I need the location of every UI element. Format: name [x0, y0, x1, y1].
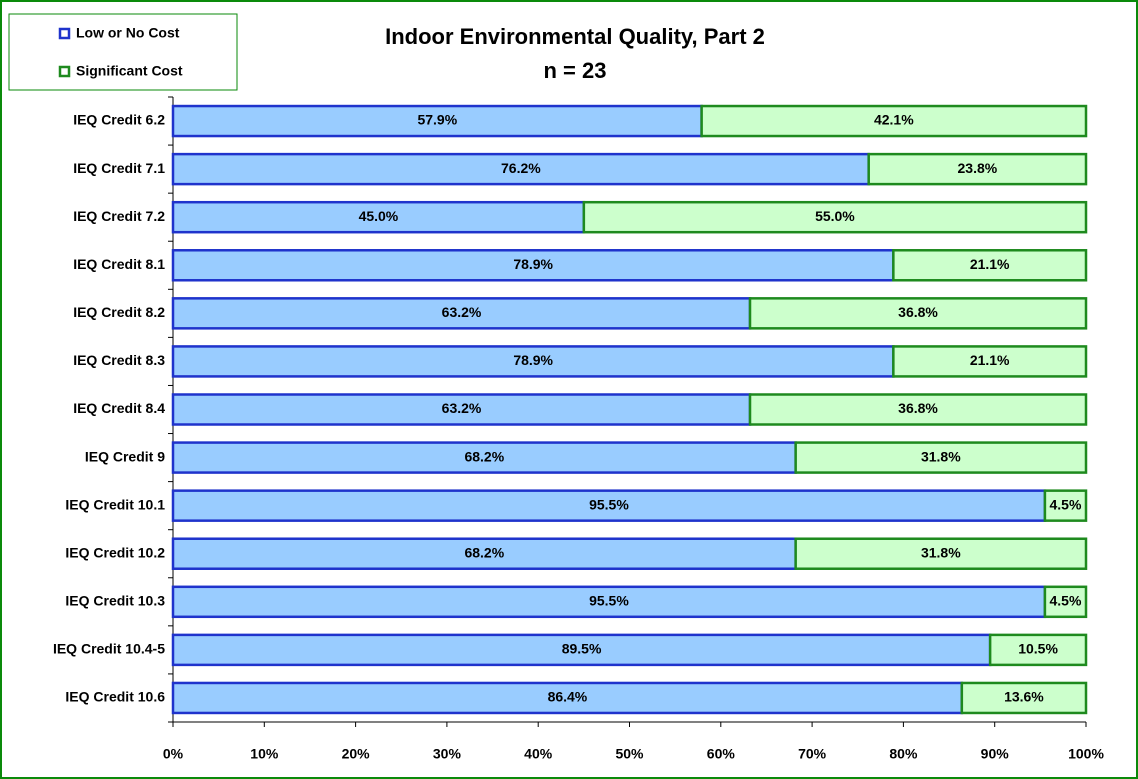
bar-segment: [1043, 585, 1088, 619]
value-label: 21.1%: [970, 256, 1010, 272]
value-label: 78.9%: [513, 352, 553, 368]
value-label: 31.8%: [921, 448, 961, 464]
value-label: 42.1%: [874, 112, 914, 128]
x-tick-label: 0%: [163, 746, 184, 762]
chart-subtitle: n = 23: [544, 58, 607, 83]
y-tick-label: IEQ Credit 8.2: [73, 304, 165, 320]
value-label: 10.5%: [1018, 641, 1058, 657]
bar-segment: [892, 249, 1088, 282]
x-tick-label: 100%: [1068, 746, 1104, 762]
x-tick-label: 90%: [981, 746, 1010, 762]
legend-box: [8, 13, 238, 91]
value-label: 21.1%: [970, 352, 1010, 368]
value-label: 95.5%: [589, 593, 629, 609]
value-label: 55.0%: [815, 208, 855, 224]
value-label: 23.8%: [958, 160, 998, 176]
value-label: 4.5%: [1049, 496, 1081, 512]
value-label: 36.8%: [898, 400, 938, 416]
bar-segment: [867, 152, 1088, 186]
x-tick-label: 70%: [798, 746, 827, 762]
x-tick-label: 20%: [342, 746, 371, 762]
x-tick-label: 60%: [707, 746, 736, 762]
value-label: 13.6%: [1004, 689, 1044, 705]
y-tick-label: IEQ Credit 10.4-5: [53, 641, 165, 657]
y-tick-label: IEQ Credit 8.3: [73, 352, 165, 368]
legend-swatch: [58, 27, 71, 40]
bar-segment: [960, 681, 1088, 715]
bar-segment: [748, 393, 1088, 426]
value-label: 4.5%: [1049, 593, 1081, 609]
bar-segment: [171, 104, 703, 138]
chart-title: Indoor Environmental Quality, Part 2: [385, 24, 765, 49]
value-label: 63.2%: [442, 304, 482, 320]
value-label: 45.0%: [359, 208, 399, 224]
value-label: 78.9%: [513, 256, 553, 272]
value-label: 36.8%: [898, 304, 938, 320]
value-label: 63.2%: [442, 400, 482, 416]
bar-segment: [700, 104, 1088, 138]
y-tick-label: IEQ Credit 10.1: [65, 496, 165, 512]
y-tick-label: IEQ Credit 9: [85, 448, 165, 464]
bar-segment: [171, 345, 895, 378]
bar-segment: [582, 200, 1088, 234]
bar-segment: [1043, 489, 1088, 522]
y-tick-label: IEQ Credit 8.4: [73, 400, 165, 416]
x-tick-label: 50%: [615, 746, 644, 762]
value-label: 89.5%: [562, 641, 602, 657]
bar-segment: [988, 633, 1088, 667]
x-tick-label: 30%: [433, 746, 462, 762]
value-label: 68.2%: [464, 448, 504, 464]
legend-label: Significant Cost: [76, 63, 183, 79]
bar-segment: [171, 585, 1047, 619]
y-tick-label: IEQ Credit 10.2: [65, 544, 165, 560]
value-label: 86.4%: [548, 689, 588, 705]
value-label: 76.2%: [501, 160, 541, 176]
bar-segment: [892, 345, 1088, 378]
bar-segment: [171, 441, 797, 474]
y-tick-label: IEQ Credit 8.1: [73, 256, 165, 272]
value-label: 95.5%: [589, 496, 629, 512]
y-tick-label: IEQ Credit 10.3: [65, 593, 165, 609]
value-label: 68.2%: [464, 544, 504, 560]
bar-segment: [748, 297, 1088, 330]
y-tick-label: IEQ Credit 7.1: [73, 160, 165, 176]
bar-segment: [171, 249, 895, 282]
value-label: 57.9%: [417, 112, 457, 128]
y-tick-label: IEQ Credit 10.6: [65, 689, 165, 705]
y-tick-label: IEQ Credit 7.2: [73, 208, 165, 224]
value-label: 31.8%: [921, 544, 961, 560]
bar-segment: [794, 537, 1088, 570]
bar-segment: [171, 393, 752, 426]
bar-segment: [794, 441, 1088, 474]
x-tick-label: 80%: [889, 746, 918, 762]
x-tick-label: 10%: [250, 746, 279, 762]
x-tick-label: 40%: [524, 746, 553, 762]
legend-label: Low or No Cost: [76, 25, 180, 41]
y-tick-label: IEQ Credit 6.2: [73, 112, 165, 128]
bar-segment: [171, 297, 752, 330]
bar-segment: [171, 152, 870, 186]
legend-swatch: [58, 65, 71, 78]
